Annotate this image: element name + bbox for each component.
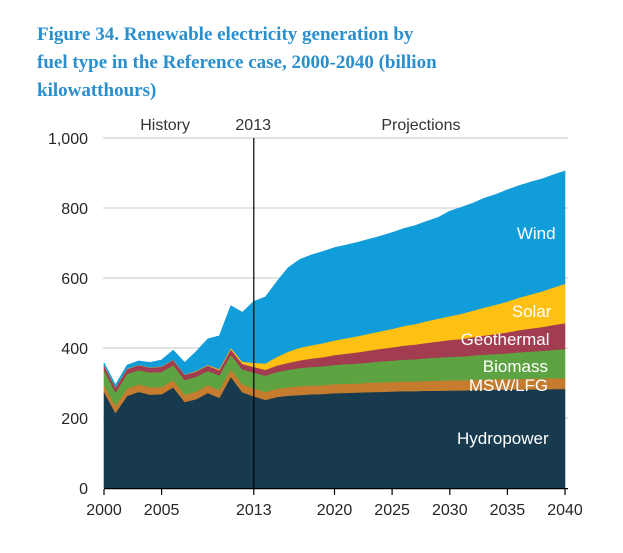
area-label-solar: Solar <box>512 302 552 321</box>
period-label-history: History <box>140 117 190 134</box>
y-tick-label-200: 200 <box>61 411 88 428</box>
x-tick-label-2025: 2025 <box>374 502 410 519</box>
area-label-wind: Wind <box>517 224 556 243</box>
y-tick-label-1000: 1,000 <box>48 131 88 148</box>
area-wind <box>103 170 566 388</box>
area-label-geothermal: Geothermal <box>461 330 550 349</box>
x-tick-label-2005: 2005 <box>144 502 180 519</box>
x-tick-label-2030: 2030 <box>432 502 468 519</box>
area-label-hydropower: Hydropower <box>457 429 549 448</box>
figure-title: Figure 34. Renewable electricity generat… <box>37 24 437 101</box>
x-tick-label-2000: 2000 <box>86 502 122 519</box>
area-label-biomass: Biomass <box>483 357 548 376</box>
area-label-msw-lfg: MSW/LFG <box>469 376 548 395</box>
x-tick-label-2040: 2040 <box>547 502 583 519</box>
y-tick-label-600: 600 <box>61 271 88 288</box>
x-tick-label-2013: 2013 <box>236 502 272 519</box>
y-tick-label-400: 400 <box>61 341 88 358</box>
y-tick-label-0: 0 <box>79 481 88 498</box>
period-label-2013: 2013 <box>235 117 271 134</box>
x-tick-label-2020: 2020 <box>317 502 353 519</box>
y-tick-label-800: 800 <box>61 201 88 218</box>
period-label-projections: Projections <box>381 117 460 134</box>
x-tick-label-2035: 2035 <box>490 502 526 519</box>
